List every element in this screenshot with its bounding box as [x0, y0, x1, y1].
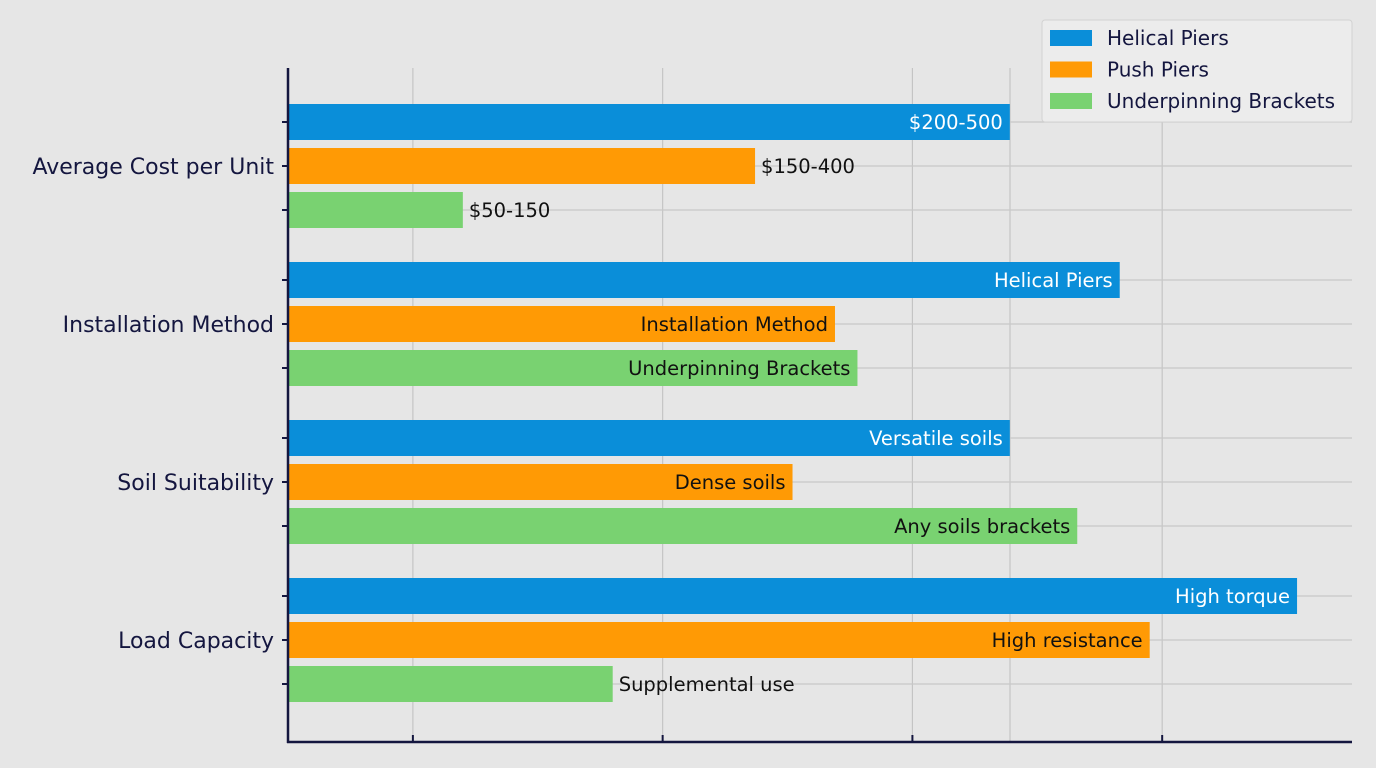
- category-label: Load Capacity: [118, 629, 274, 654]
- data-label: Installation Method: [641, 313, 828, 336]
- bar-push-piers: [288, 622, 1150, 658]
- data-label: Dense soils: [675, 471, 786, 494]
- bar-helical-piers: [288, 262, 1120, 298]
- bar-helical-piers: [288, 104, 1010, 140]
- legend-swatch: [1050, 93, 1092, 109]
- data-label: $50-150: [469, 199, 550, 222]
- bars: $200-500 Helical Piers Versatile soils High…: [288, 104, 1298, 702]
- bar-push-piers: [288, 306, 835, 342]
- bar-helical-piers: [288, 578, 1298, 614]
- data-label: High resistance: [992, 629, 1143, 652]
- legend-swatch: [1050, 30, 1092, 46]
- bar-push-piers: [288, 464, 793, 500]
- legend: Helical Piers Push Piers Underpinning Brac…: [1041, 19, 1353, 123]
- data-label: High torque: [1175, 585, 1290, 608]
- data-label: $200-500: [909, 111, 1003, 134]
- data-label: $150-400: [761, 155, 855, 178]
- category-label: Average Cost per Unit: [32, 155, 274, 180]
- category-label: Installation Method: [63, 313, 274, 338]
- data-label: Versatile soils: [869, 427, 1003, 450]
- bar-underpinning-brackets: [288, 192, 463, 228]
- data-label: Underpinning Brackets: [628, 357, 850, 380]
- category-label: Soil Suitability: [117, 471, 274, 496]
- bar-push-piers: [288, 148, 756, 184]
- legend-box: [1041, 19, 1353, 123]
- bar-helical-piers: [288, 420, 1010, 456]
- legend-entry: Underpinning Brackets: [1107, 89, 1335, 113]
- data-label: Supplemental use: [619, 673, 795, 696]
- legend-entry: Push Piers: [1107, 58, 1209, 82]
- legend-swatch: [1050, 61, 1092, 78]
- category-labels: Average Cost per Unit Installation Method…: [32, 155, 274, 654]
- bar-underpinning-brackets: [288, 666, 613, 702]
- bar-underpinning-brackets: [288, 508, 1078, 544]
- axes: [282, 68, 1352, 744]
- data-label: Helical Piers: [994, 269, 1113, 292]
- legend-entry: Helical Piers: [1107, 26, 1229, 50]
- bar-underpinning-brackets: [288, 350, 858, 386]
- data-label: Any soils brackets: [894, 515, 1070, 538]
